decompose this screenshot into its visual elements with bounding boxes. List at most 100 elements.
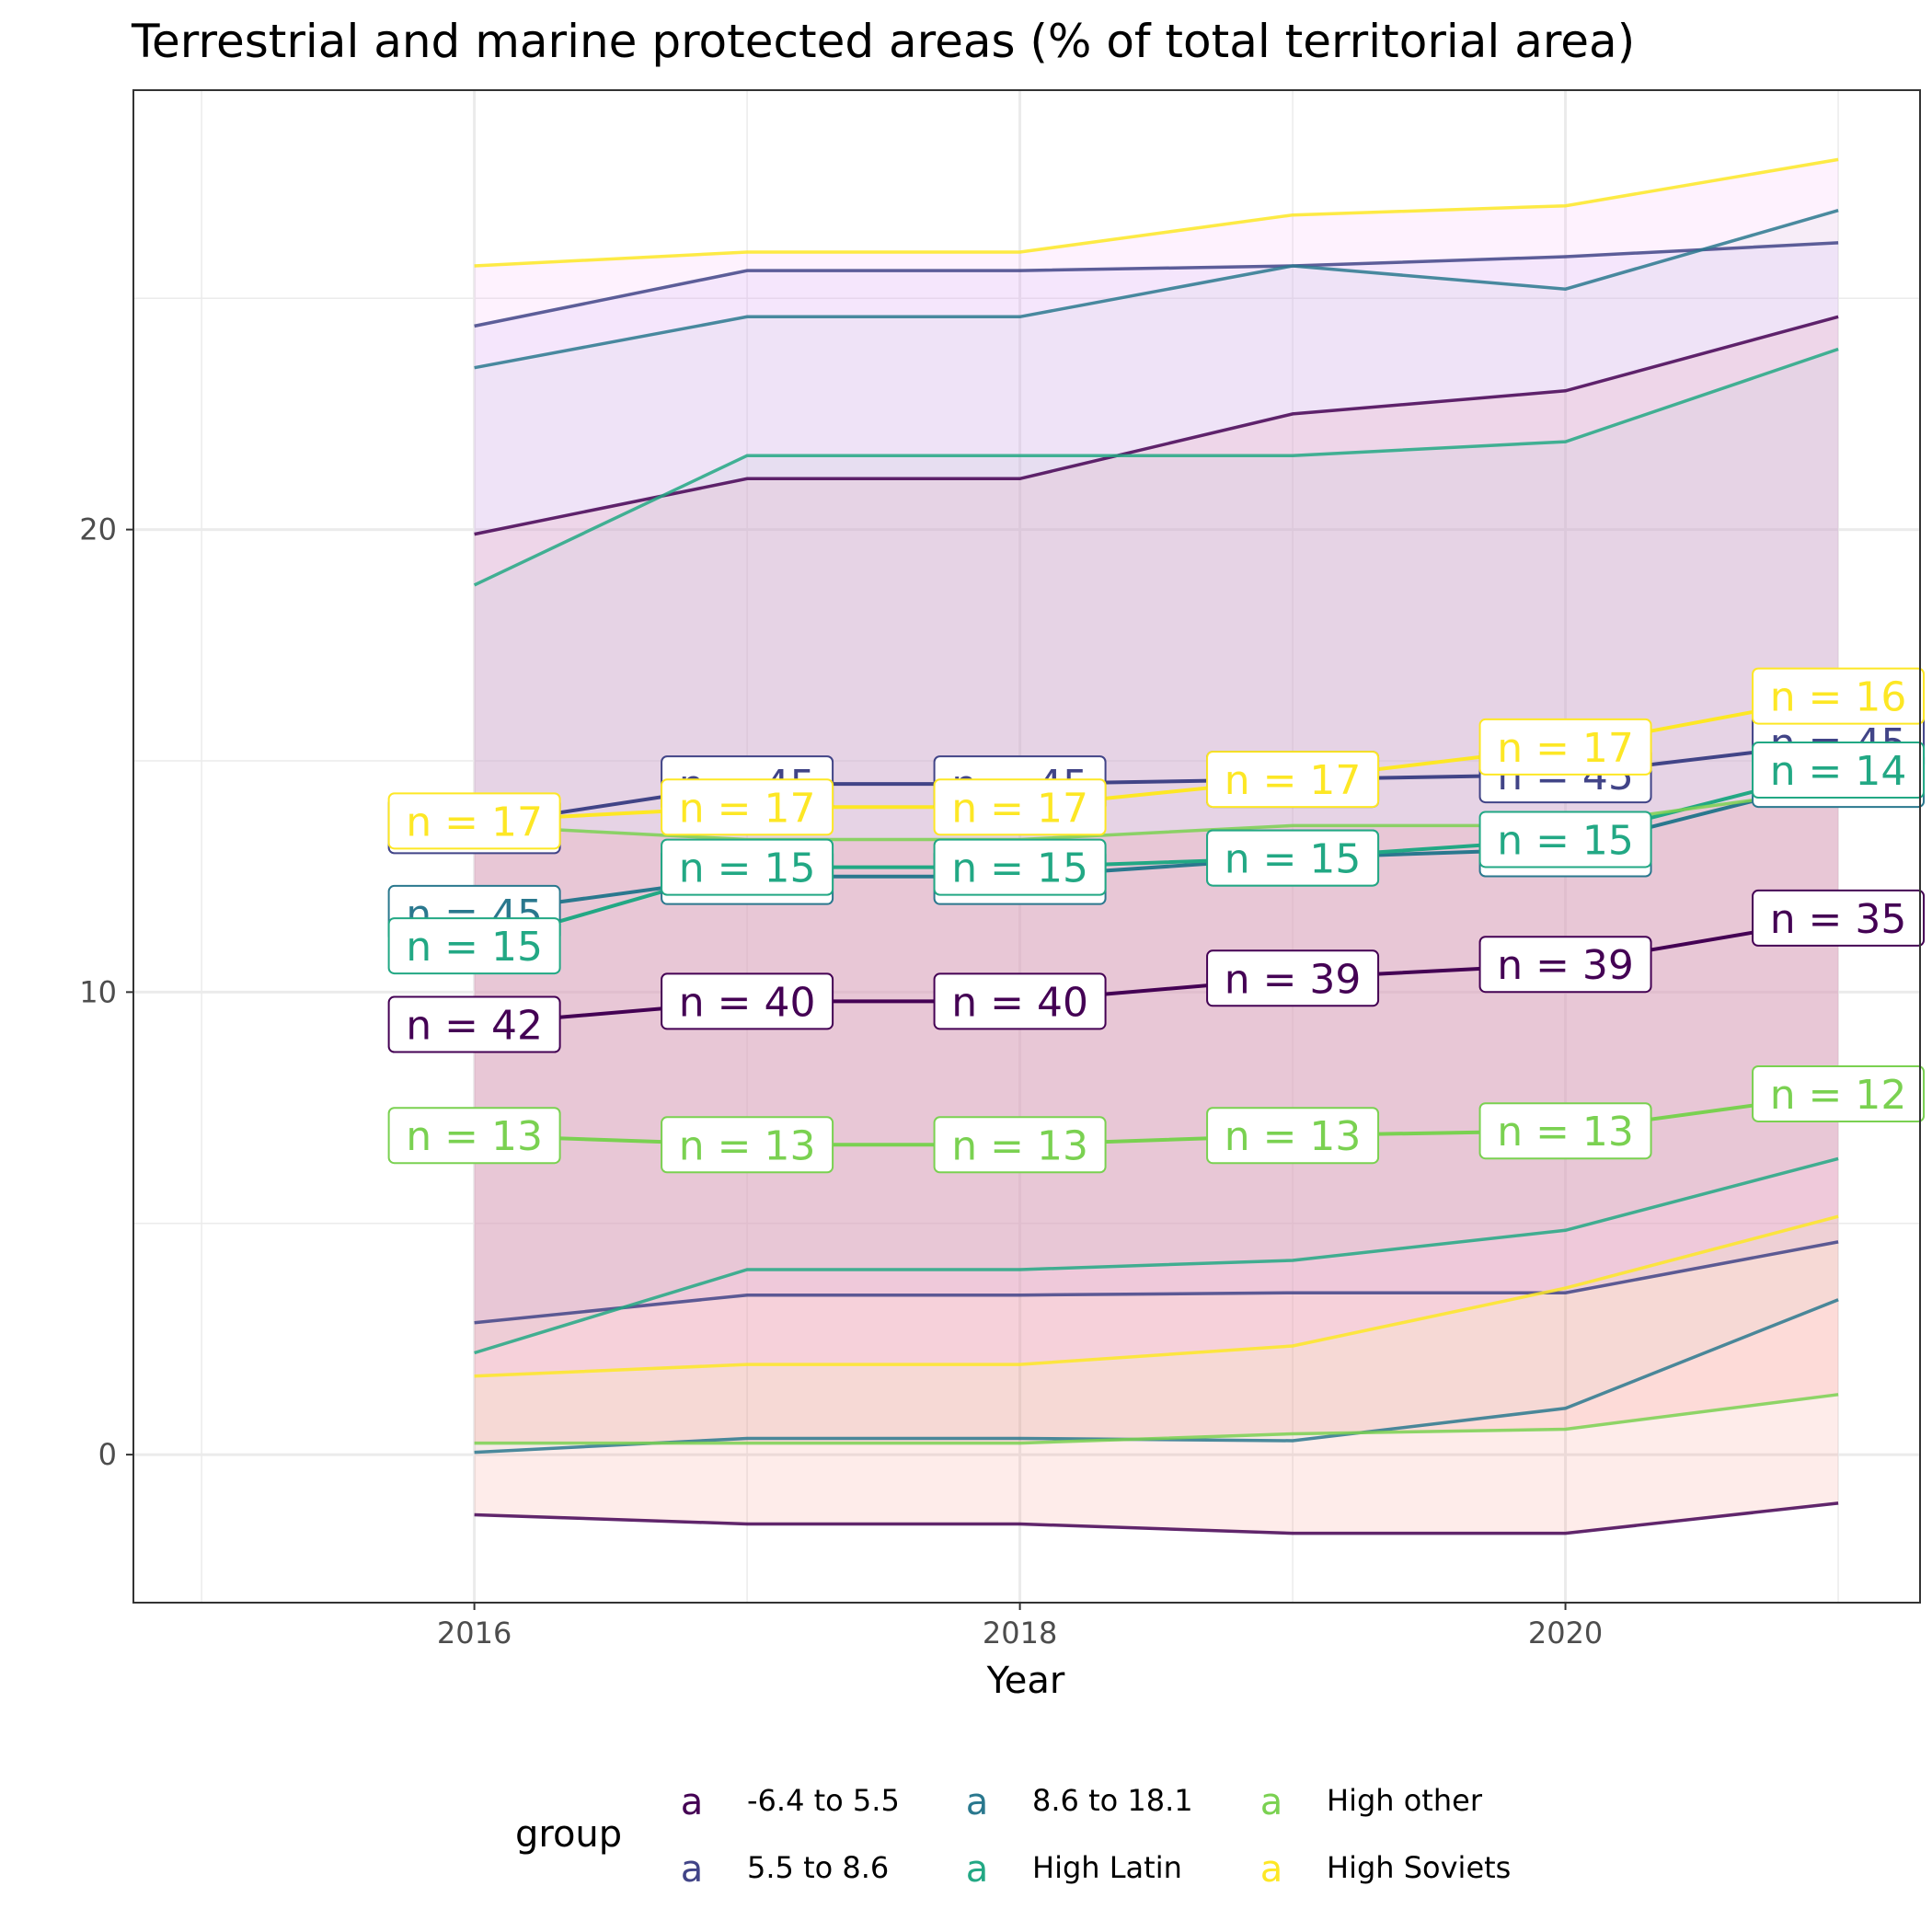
n-labels: n = 42 n = 40 n = 40 n = 39 n = 39 n = 35 n = …	[387, 667, 1926, 1174]
plot-border	[132, 89, 1921, 1604]
n-label-3-0: n = 15	[387, 917, 561, 975]
n-label-value: n = 39	[1497, 942, 1634, 989]
n-label-box	[1752, 889, 1926, 947]
n-label-value: n = 17	[951, 785, 1088, 832]
n-label-0-0: n = 42	[387, 995, 561, 1053]
n-label-value: n = 40	[951, 979, 1088, 1026]
upper-line-1	[474, 241, 1839, 328]
legend-key-5: a	[1260, 1848, 1283, 1891]
n-label-0-1: n = 40	[661, 972, 834, 1030]
n-label-box	[387, 792, 561, 850]
legend-label-1: 5.5 to 8.6	[747, 1850, 889, 1885]
legend-key-3: a	[966, 1848, 989, 1891]
legend-label-3: High Latin	[1032, 1850, 1182, 1885]
upper-line-0	[474, 315, 1839, 536]
n-label-box	[1478, 936, 1652, 994]
lower-line-3	[474, 1156, 1839, 1355]
n-label-value: n = 13	[1225, 1113, 1362, 1160]
n-label-box	[1478, 1102, 1652, 1160]
n-label-0-5: n = 35	[1752, 889, 1926, 947]
n-label-value: n = 15	[1225, 836, 1362, 883]
n-label-value: n = 40	[679, 979, 816, 1026]
n-label-box	[1478, 718, 1652, 776]
n-label-box	[387, 917, 561, 975]
legend-label-4: High other	[1327, 1783, 1483, 1818]
n-label-0-4: n = 39	[1478, 936, 1652, 994]
n-label-5-0: n = 17	[387, 792, 561, 850]
n-label-value: n = 12	[1770, 1072, 1907, 1119]
lower-line-0	[474, 1501, 1839, 1535]
panel-border	[132, 89, 1921, 1604]
n-label-box	[933, 972, 1107, 1030]
n-label-box	[933, 838, 1107, 896]
legend-key-1: a	[681, 1848, 704, 1891]
legend-label-2: 8.6 to 18.1	[1032, 1783, 1193, 1818]
lower-line-5	[474, 1214, 1839, 1378]
x-tick-label: 2016	[437, 1616, 512, 1650]
n-label-box	[387, 995, 561, 1053]
x-axis-title: Year	[986, 1660, 1065, 1702]
n-label-3-1: n = 15	[661, 838, 834, 896]
n-label-value: n = 15	[679, 845, 816, 892]
n-label-5-2: n = 17	[933, 778, 1107, 836]
n-label-4-4: n = 13	[1478, 1102, 1652, 1160]
n-label-box	[1206, 751, 1380, 809]
y-tick-label: 0	[98, 1437, 117, 1472]
n-label-box	[661, 1116, 834, 1174]
n-label-value: n = 13	[1497, 1109, 1634, 1156]
legend-key-4: a	[1260, 1781, 1283, 1823]
lower-line-4	[474, 1393, 1839, 1445]
legend-title: group	[515, 1813, 622, 1856]
n-label-value: n = 13	[406, 1113, 543, 1160]
n-label-value: n = 17	[1225, 757, 1362, 804]
n-label-box	[661, 972, 834, 1030]
n-label-value: n = 16	[1770, 674, 1907, 721]
ribbon-0	[474, 316, 1839, 1534]
y-axis: 0 10 20	[79, 512, 133, 1472]
n-label-4-5: n = 12	[1752, 1064, 1926, 1122]
n-label-box	[1478, 811, 1652, 868]
ribbon-3	[474, 349, 1839, 1353]
x-axis: 2016 2018 2020	[437, 1603, 1603, 1650]
n-label-value: n = 39	[1225, 956, 1362, 1003]
n-label-value: n = 17	[406, 799, 543, 845]
lower-line-1	[474, 1240, 1839, 1325]
n-label-box	[1206, 829, 1380, 887]
n-label-4-0: n = 13	[387, 1107, 561, 1165]
n-label-box	[1206, 1107, 1380, 1165]
upper-line-2	[474, 209, 1839, 370]
n-label-0-2: n = 40	[933, 972, 1107, 1030]
n-label-value: n = 13	[679, 1122, 816, 1169]
n-label-0-3: n = 39	[1206, 949, 1380, 1007]
n-label-value: n = 14	[1770, 748, 1907, 795]
n-label-value: n = 13	[951, 1122, 1088, 1169]
n-label-box	[661, 778, 834, 836]
x-tick-label: 2018	[983, 1616, 1057, 1650]
y-tick-label: 10	[79, 974, 117, 1009]
n-label-value: n = 15	[951, 845, 1088, 892]
n-label-box	[1752, 667, 1926, 725]
n-label-4-3: n = 13	[1206, 1107, 1380, 1165]
n-label-value: n = 35	[1770, 896, 1907, 943]
y-tick-label: 20	[79, 512, 117, 547]
n-label-value: n = 15	[1497, 817, 1634, 864]
n-label-5-5: n = 16	[1752, 667, 1926, 725]
n-label-5-3: n = 17	[1206, 751, 1380, 809]
legend-key-2: a	[966, 1781, 989, 1823]
n-label-box	[933, 778, 1107, 836]
n-label-3-5: n = 14	[1752, 742, 1926, 799]
legend: a -6.4 to 5.5 a 5.5 to 8.6 a 8.6 to 18.1 a High…	[681, 1781, 1512, 1891]
n-label-box	[387, 1107, 561, 1165]
chart-title: Terrestrial and marine protected areas (…	[131, 15, 1635, 68]
n-label-4-1: n = 13	[661, 1116, 834, 1174]
upper-line-3	[473, 347, 1839, 587]
x-tick-label: 2020	[1528, 1616, 1603, 1650]
n-label-box	[1752, 742, 1926, 799]
ribbons	[474, 159, 1839, 1534]
n-label-3-4: n = 15	[1478, 811, 1652, 868]
n-label-value: n = 15	[406, 924, 543, 971]
n-label-box	[1206, 949, 1380, 1007]
n-label-value: n = 17	[1497, 725, 1634, 772]
n-label-5-4: n = 17	[1478, 718, 1652, 776]
